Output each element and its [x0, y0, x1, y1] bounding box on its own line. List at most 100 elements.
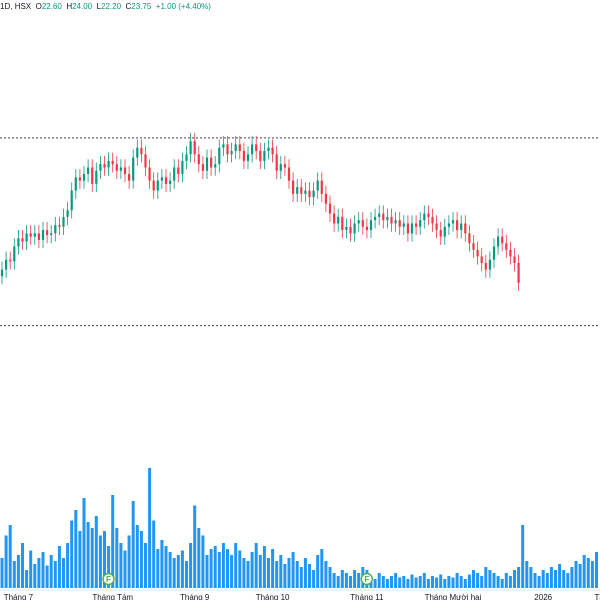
candle-body [292, 180, 295, 194]
candle [484, 254, 487, 278]
candle [517, 254, 520, 291]
candle-body [82, 174, 86, 181]
volume-bar [566, 573, 570, 588]
change-value: +1.00 (+4.40%) [155, 2, 211, 11]
volume-bar [398, 577, 402, 588]
candle [140, 139, 143, 163]
candle [468, 225, 471, 252]
candle [9, 251, 12, 270]
volume-bar [213, 546, 217, 588]
candle-body [279, 164, 282, 171]
event-marker-0[interactable]: F [102, 572, 115, 586]
candle-body [443, 226, 446, 237]
volume-bar [258, 555, 262, 588]
candle-body [181, 160, 184, 175]
candle-body [341, 216, 344, 231]
volume-bar [62, 558, 65, 588]
volume-bar [8, 525, 12, 588]
volume-bar [414, 577, 418, 588]
candle [271, 139, 274, 163]
volume-bar [4, 535, 8, 588]
candle [406, 215, 409, 242]
level-lines [0, 137, 600, 327]
candle [419, 211, 422, 235]
volume-bar [287, 558, 291, 588]
candle [427, 205, 430, 226]
volume-bar [115, 528, 119, 588]
event-marker-1[interactable]: F [360, 572, 373, 586]
candle [263, 142, 266, 170]
candle [365, 218, 368, 239]
volume-bar [185, 561, 188, 588]
volume-bar [570, 567, 574, 588]
candle-body [484, 263, 487, 270]
candle [119, 159, 122, 179]
candle-body [312, 190, 315, 198]
volume-bar [250, 552, 254, 588]
candle [431, 208, 434, 232]
candle-body [218, 147, 221, 165]
candle-body [37, 233, 40, 240]
event-badge-letter: F [106, 575, 111, 584]
candle [205, 149, 209, 179]
candle [296, 179, 299, 203]
volume-bar [217, 552, 221, 588]
candle [439, 221, 442, 245]
candle-body [222, 144, 225, 148]
candle [238, 136, 241, 160]
volume-bar [103, 531, 106, 588]
candle-body [246, 154, 250, 161]
volume-bar [189, 543, 193, 588]
candle-body [349, 226, 352, 234]
candle [201, 155, 204, 179]
candle [357, 211, 360, 232]
candle-body [107, 160, 110, 168]
candle-body [386, 216, 389, 221]
candle [279, 155, 282, 179]
candle-body [271, 147, 274, 155]
candle-body [13, 246, 16, 262]
high-label: H [66, 2, 73, 11]
volume-bar [447, 576, 451, 588]
volume-bar [148, 468, 152, 588]
open-label: O [35, 2, 42, 11]
volume-bar [107, 546, 111, 588]
candle [70, 182, 73, 219]
candle-body [283, 164, 286, 168]
candle [435, 215, 438, 239]
event-badge-letter: F [364, 575, 369, 584]
volume-bar [394, 573, 398, 588]
candle [41, 221, 45, 249]
volume-bar [467, 574, 471, 588]
candle-body [66, 210, 69, 217]
volume-bar [312, 570, 316, 588]
candle [54, 216, 57, 242]
candle-body [267, 147, 270, 151]
candle-body [25, 233, 28, 242]
volume-bar [484, 567, 488, 588]
candle [25, 225, 28, 250]
candle [402, 215, 405, 235]
candle [222, 136, 225, 156]
candle-body [0, 269, 4, 277]
volume-bar [57, 546, 61, 588]
candle [361, 211, 364, 235]
candle [476, 241, 479, 265]
candle-body [480, 256, 483, 263]
volume-bar [119, 543, 123, 588]
candle [292, 172, 295, 203]
candle-body [99, 164, 102, 171]
candle-body [398, 220, 401, 227]
open-value: 22.60 [41, 2, 62, 11]
volume-bar [160, 540, 164, 588]
candle [177, 159, 180, 183]
ohlc-legend: 1D, HSX O22.60 H24.00 L22.20 C23.75 +1.0… [0, 2, 211, 11]
candle-body [464, 223, 467, 234]
candle [382, 205, 385, 229]
candle [308, 182, 311, 206]
volume-bar [590, 561, 594, 588]
candle-body [144, 154, 147, 168]
candle-body [193, 141, 196, 155]
